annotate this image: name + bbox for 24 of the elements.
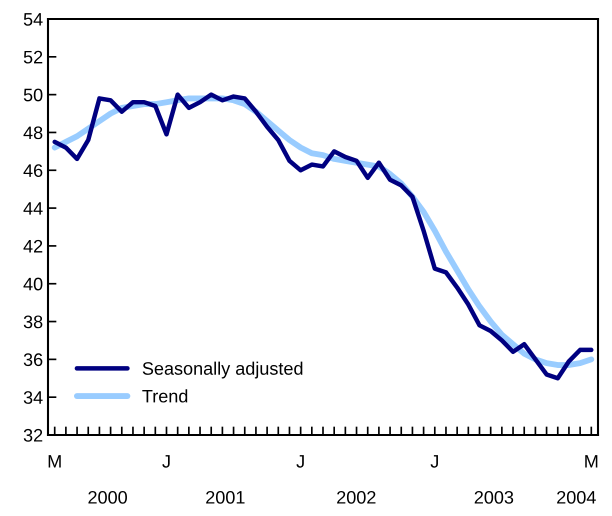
x-tick-label: J (430, 455, 438, 468)
x2-tick-label: 2003 (474, 490, 514, 504)
x2-tick-label: 2000 (88, 490, 127, 504)
legend-label: Seasonally adjusted (142, 362, 302, 378)
y-tick-label: 48 (23, 126, 42, 140)
x-tick-label: M (48, 455, 61, 468)
x2-tick-label: 2002 (337, 490, 376, 504)
y-tick-label: 42 (23, 240, 42, 252)
x-tick-label: J (296, 455, 304, 468)
y-tick-label: 52 (24, 50, 42, 64)
x-tick-label: J (162, 455, 170, 468)
y-tick-label: 44 (23, 202, 43, 215)
legend-label: Trend (142, 389, 188, 403)
y-tick-label: 54 (24, 13, 43, 26)
y-tick-label: 36 (24, 353, 42, 366)
y-tick-label: 40 (23, 278, 42, 290)
y-tick-label: 38 (24, 315, 42, 328)
y-tick-label: 50 (24, 88, 42, 102)
y-tick-label: 34 (24, 391, 43, 404)
x2-tick-label: 2004 (557, 490, 596, 504)
x2-tick-label: 2001 (206, 490, 245, 504)
y-tick-label: 32 (24, 428, 42, 442)
x-tick-label: M (585, 455, 598, 468)
y-tick-label: 46 (23, 164, 42, 177)
